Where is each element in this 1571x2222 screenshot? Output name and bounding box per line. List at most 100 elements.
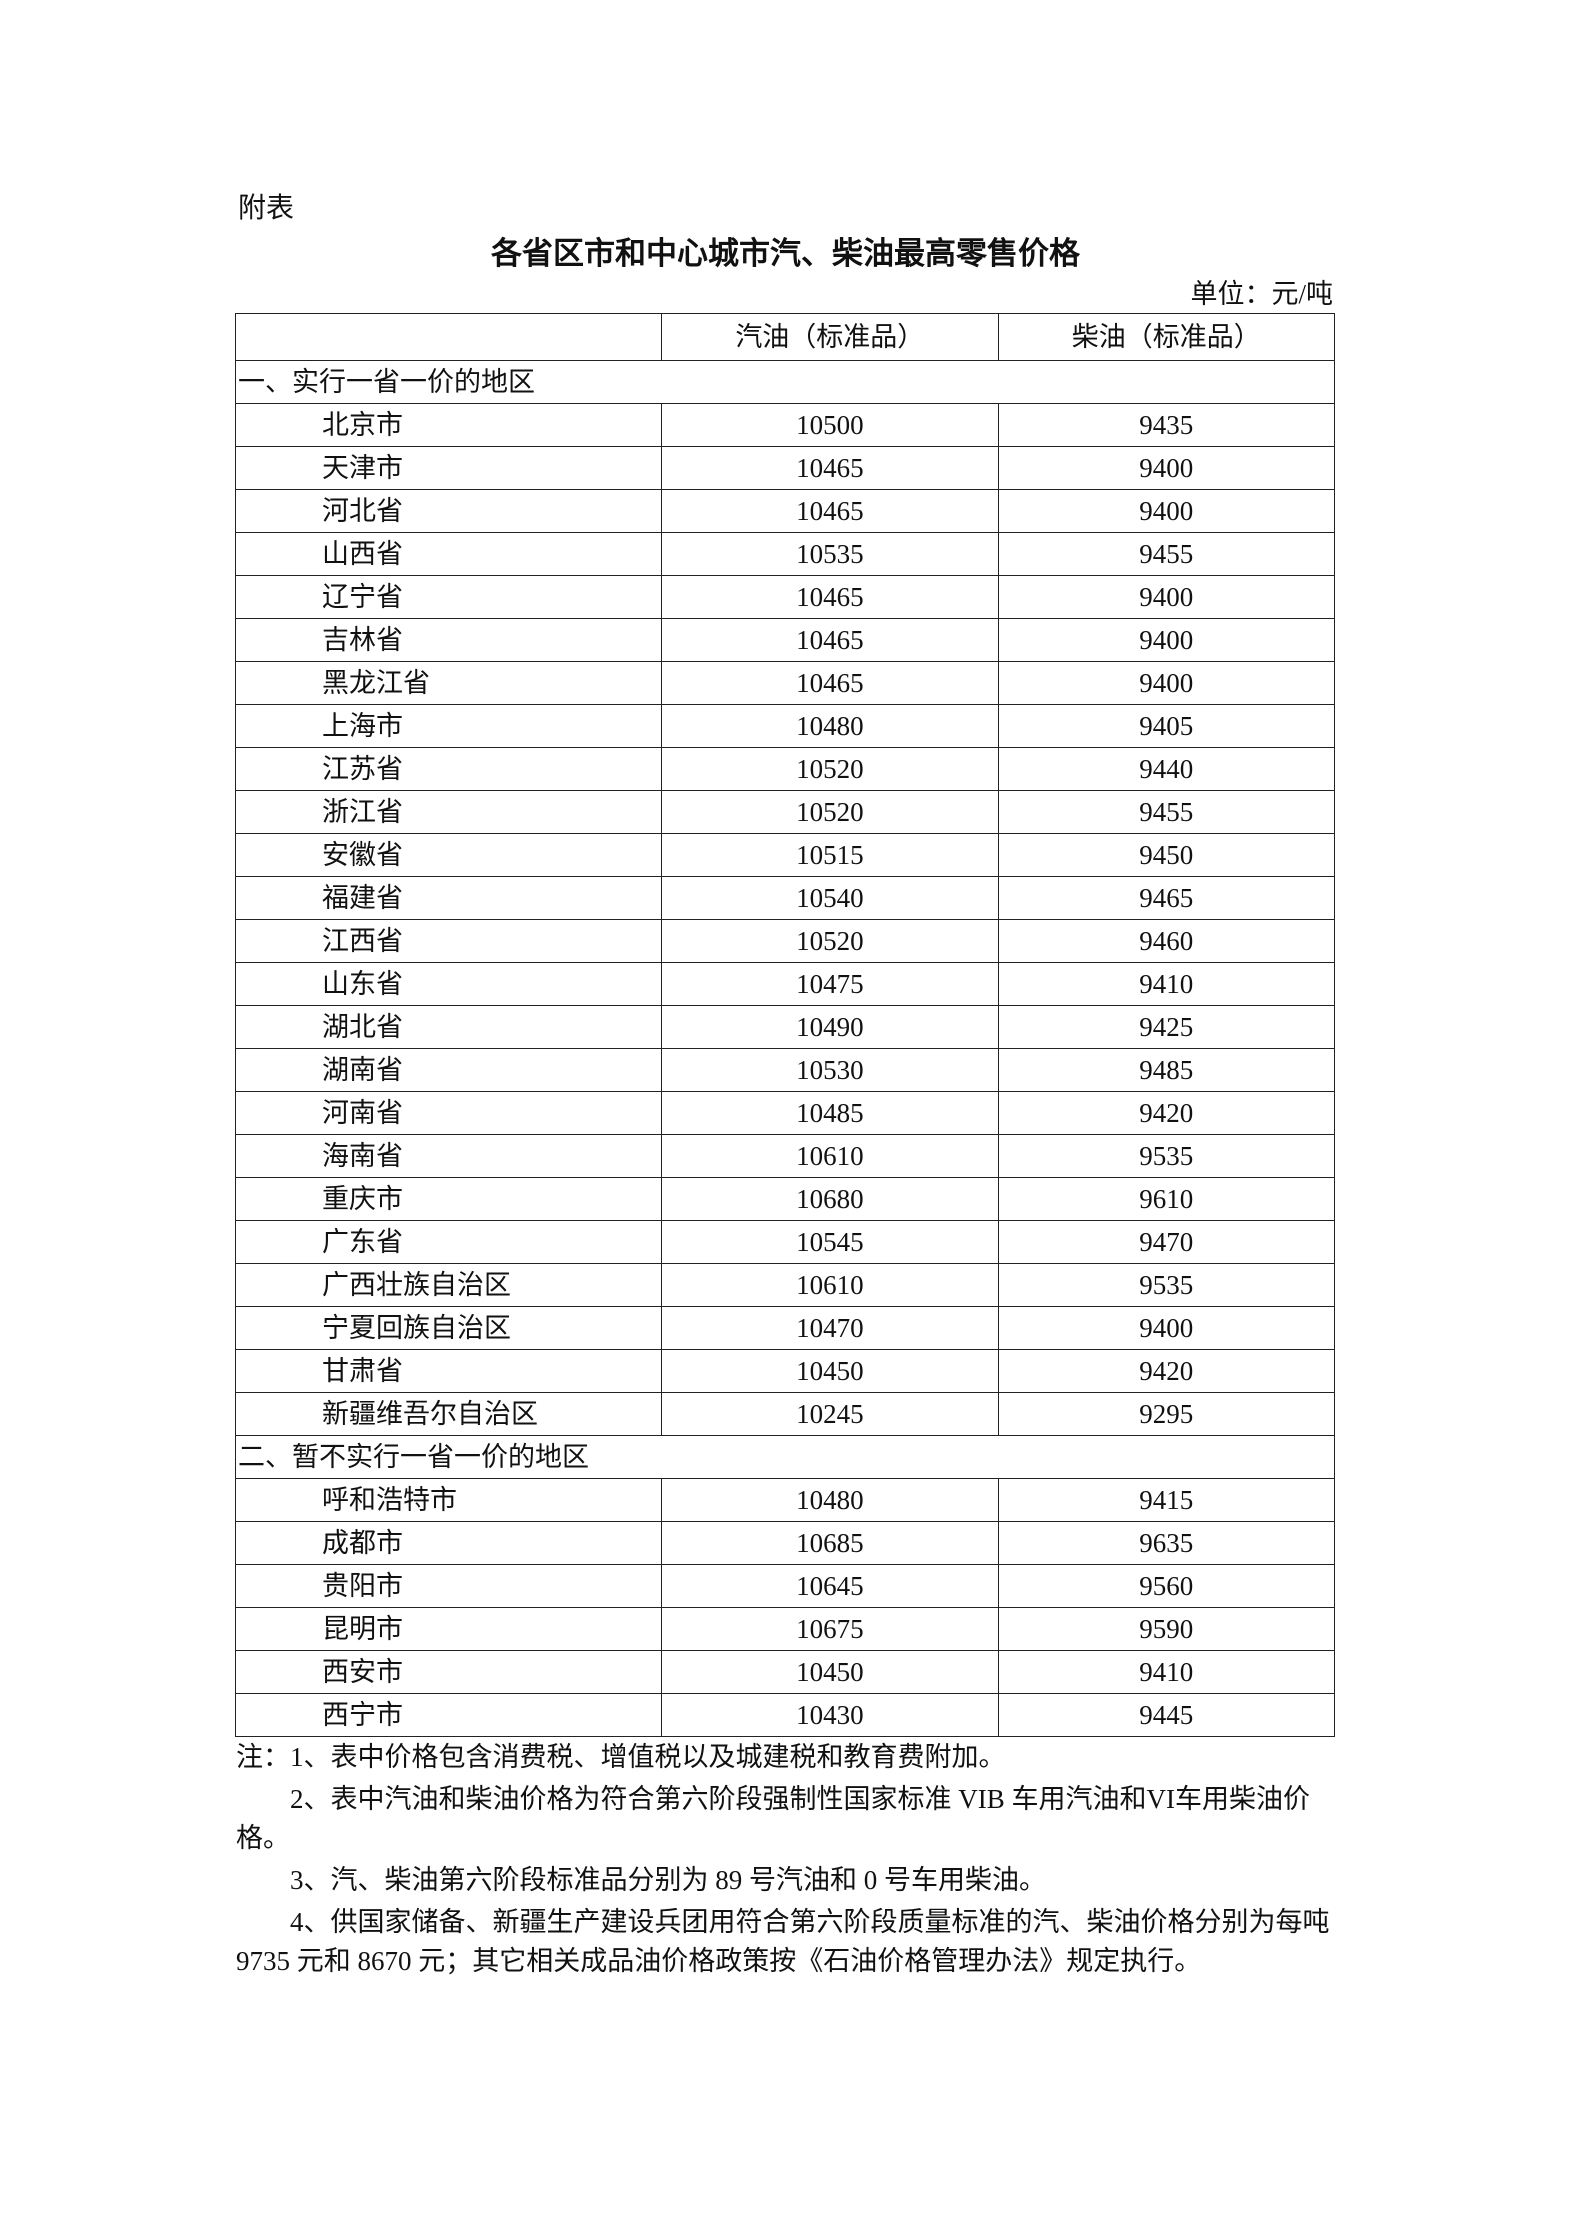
table-row: 广西壮族自治区 10610 9535 [234, 1263, 1336, 1307]
unit-label: 单位：元/吨 [1190, 279, 1333, 309]
gasoline-price: 10450 [661, 1349, 999, 1393]
table-row: 辽宁省 10465 9400 [234, 575, 1336, 619]
diesel-price: 9445 [997, 1693, 1336, 1737]
region-name: 贵阳市 [234, 1564, 663, 1608]
diesel-price: 9470 [997, 1220, 1336, 1264]
diesel-price: 9400 [997, 661, 1336, 705]
diesel-price: 9400 [997, 575, 1336, 619]
document-title: 各省区市和中心城市汽、柴油最高零售价格 [491, 236, 1080, 271]
note-3: 3、汽、柴油第六阶段标准品分别为 89 号汽油和 0 号车用柴油。 [290, 1865, 1046, 1895]
diesel-price: 9535 [997, 1263, 1336, 1307]
region-name: 西宁市 [234, 1693, 663, 1737]
table-row: 福建省 10540 9465 [234, 876, 1336, 920]
region-name: 西安市 [234, 1650, 663, 1694]
section-label: 二、暂不实行一省一价的地区 [235, 1435, 1335, 1479]
diesel-price: 9295 [997, 1392, 1336, 1436]
table-row: 山东省 10475 9410 [234, 962, 1336, 1006]
diesel-price: 9485 [997, 1048, 1336, 1092]
region-name: 辽宁省 [234, 575, 663, 619]
header-gasoline: 汽油（标准品） [661, 313, 999, 361]
gasoline-price: 10470 [661, 1306, 999, 1350]
diesel-price: 9420 [997, 1349, 1336, 1393]
table-row: 天津市 10465 9400 [234, 446, 1336, 490]
table-row: 成都市 10685 9635 [234, 1521, 1336, 1565]
gasoline-price: 10645 [661, 1564, 999, 1608]
table-row: 甘肃省 10450 9420 [234, 1349, 1336, 1393]
table-row: 广东省 10545 9470 [234, 1220, 1336, 1264]
gasoline-price: 10490 [661, 1005, 999, 1049]
table-row: 海南省 10610 9535 [234, 1134, 1336, 1178]
gasoline-price: 10540 [661, 876, 999, 920]
gasoline-price: 10535 [661, 532, 999, 576]
region-name: 呼和浩特市 [234, 1478, 663, 1522]
gasoline-price: 10500 [661, 403, 999, 447]
gasoline-price: 10675 [661, 1607, 999, 1651]
diesel-price: 9455 [997, 532, 1336, 576]
price-table: 汽油（标准品） 柴油（标准品） 一、实行一省一价的地区 北京市 10500 9435 天… [234, 313, 1336, 1737]
table-row: 湖南省 10530 9485 [234, 1048, 1336, 1092]
region-name: 成都市 [234, 1521, 663, 1565]
region-name: 江西省 [234, 919, 663, 963]
diesel-price: 9590 [997, 1607, 1336, 1651]
diesel-price: 9635 [997, 1521, 1336, 1565]
table-row: 宁夏回族自治区 10470 9400 [234, 1306, 1336, 1350]
table-row: 浙江省 10520 9455 [234, 790, 1336, 834]
table-row: 河北省 10465 9400 [234, 489, 1336, 533]
diesel-price: 9405 [997, 704, 1336, 748]
diesel-price: 9415 [997, 1478, 1336, 1522]
gasoline-price: 10520 [661, 919, 999, 963]
section-row: 一、实行一省一价的地区 [235, 360, 1335, 404]
table-row: 黑龙江省 10465 9400 [234, 661, 1336, 705]
notes: 注：1、表中价格包含消费税、增值税以及城建税和教育费附加。 2、表中汽油和柴油价… [236, 1738, 1336, 1984]
diesel-price: 9400 [997, 489, 1336, 533]
table-row: 安徽省 10515 9450 [234, 833, 1336, 877]
table-row: 呼和浩特市 10480 9415 [234, 1478, 1336, 1522]
diesel-price: 9610 [997, 1177, 1336, 1221]
table-row: 北京市 10500 9435 [234, 403, 1336, 447]
region-name: 新疆维吾尔自治区 [234, 1392, 663, 1436]
gasoline-price: 10520 [661, 747, 999, 791]
diesel-price: 9400 [997, 446, 1336, 490]
diesel-price: 9455 [997, 790, 1336, 834]
region-name: 黑龙江省 [234, 661, 663, 705]
note-2: 2、表中汽油和柴油价格为符合第六阶段强制性国家标准 VIB 车用汽油和VI车用柴… [236, 1784, 1310, 1853]
region-name: 山东省 [234, 962, 663, 1006]
region-name: 湖北省 [234, 1005, 663, 1049]
header-region [234, 313, 663, 361]
note-1: 注：1、表中价格包含消费税、增值税以及城建税和教育费附加。 [236, 1742, 1006, 1772]
gasoline-price: 10530 [661, 1048, 999, 1092]
table-row: 江西省 10520 9460 [234, 919, 1336, 963]
diesel-price: 9535 [997, 1134, 1336, 1178]
note-4: 4、供国家储备、新疆生产建设兵团用符合第六阶段质量标准的汽、柴油价格分别为每吨 … [236, 1907, 1330, 1976]
gasoline-price: 10475 [661, 962, 999, 1006]
region-name: 河南省 [234, 1091, 663, 1135]
gasoline-price: 10680 [661, 1177, 999, 1221]
diesel-price: 9410 [997, 962, 1336, 1006]
table-row: 湖北省 10490 9425 [234, 1005, 1336, 1049]
diesel-price: 9465 [997, 876, 1336, 920]
table-row: 西宁市 10430 9445 [234, 1693, 1336, 1737]
gasoline-price: 10610 [661, 1134, 999, 1178]
region-name: 宁夏回族自治区 [234, 1306, 663, 1350]
gasoline-price: 10465 [661, 446, 999, 490]
gasoline-price: 10450 [661, 1650, 999, 1694]
region-name: 北京市 [234, 403, 663, 447]
gasoline-price: 10430 [661, 1693, 999, 1737]
gasoline-price: 10485 [661, 1091, 999, 1135]
region-name: 昆明市 [234, 1607, 663, 1651]
region-name: 江苏省 [234, 747, 663, 791]
diesel-price: 9400 [997, 618, 1336, 662]
gasoline-price: 10480 [661, 704, 999, 748]
section-label: 一、实行一省一价的地区 [235, 360, 1335, 404]
gasoline-price: 10520 [661, 790, 999, 834]
gasoline-price: 10465 [661, 618, 999, 662]
diesel-price: 9440 [997, 747, 1336, 791]
gasoline-price: 10545 [661, 1220, 999, 1264]
header-diesel: 柴油（标准品） [997, 313, 1336, 361]
region-name: 甘肃省 [234, 1349, 663, 1393]
region-name: 吉林省 [234, 618, 663, 662]
gasoline-price: 10465 [661, 661, 999, 705]
table-row: 西安市 10450 9410 [234, 1650, 1336, 1694]
gasoline-price: 10685 [661, 1521, 999, 1565]
region-name: 山西省 [234, 532, 663, 576]
